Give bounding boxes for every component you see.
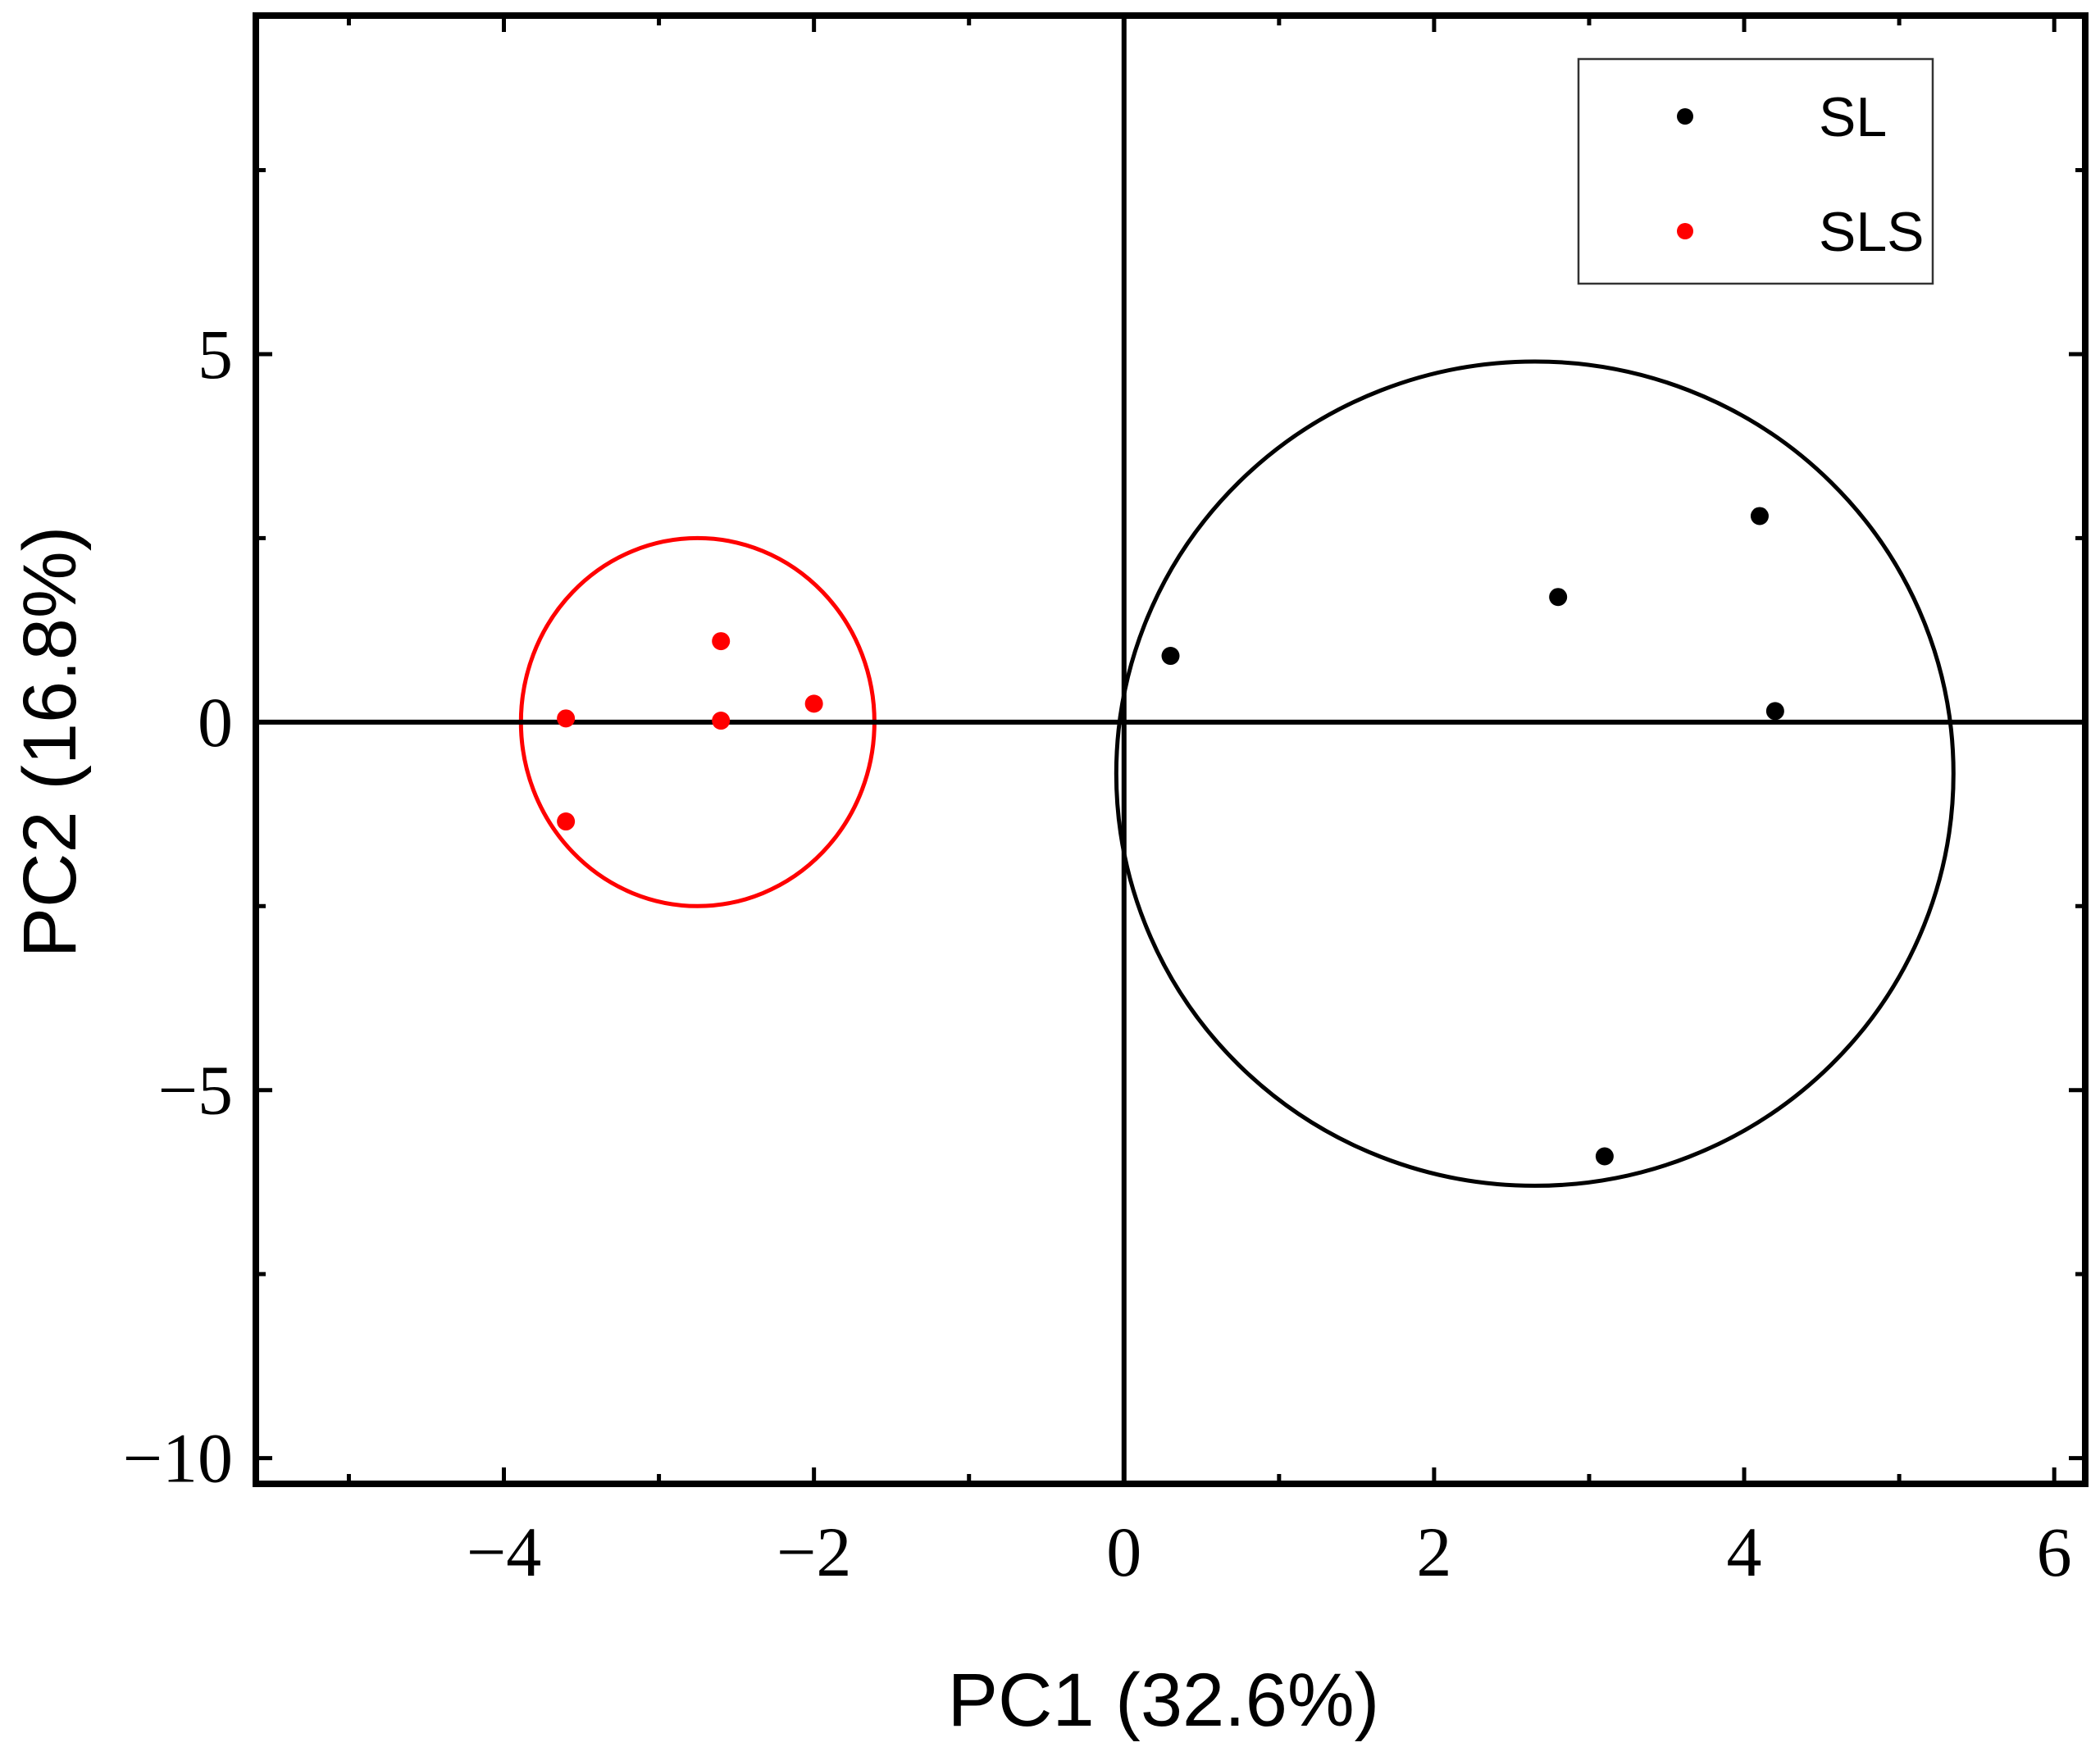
x-tick-label: −4 bbox=[467, 1513, 542, 1591]
y-tick-label: −5 bbox=[157, 1051, 233, 1130]
point-sls-3 bbox=[557, 709, 576, 728]
point-sl-5 bbox=[1595, 1147, 1614, 1166]
legend-marker-sl bbox=[1677, 108, 1693, 125]
point-sls-5 bbox=[557, 812, 576, 831]
y-tick-label: 5 bbox=[198, 315, 233, 394]
confidence-ellipse-sl bbox=[1114, 359, 1956, 1188]
point-sl-4 bbox=[1765, 702, 1784, 721]
x-axis-title: PC1 (32.6%) bbox=[948, 1658, 1380, 1742]
y-axis-title: PC2 (16.8%) bbox=[8, 526, 92, 958]
point-sl-2 bbox=[1549, 588, 1568, 607]
plot-frame bbox=[253, 12, 2089, 1487]
point-sls-1 bbox=[712, 632, 731, 651]
legend-label-sls: SLS bbox=[1819, 201, 1925, 263]
x-tick-label: 4 bbox=[1727, 1513, 1762, 1591]
x-tick-label: 0 bbox=[1106, 1513, 1141, 1591]
legend: SL SLS bbox=[1577, 57, 1934, 285]
y-tick-label: −10 bbox=[122, 1419, 233, 1498]
legend-label-sl: SL bbox=[1819, 86, 1887, 148]
point-sl-3 bbox=[1750, 507, 1769, 525]
y-tick-label: 0 bbox=[198, 683, 233, 762]
points-layer bbox=[557, 507, 1784, 1166]
tick-labels: −4 −2 0 2 4 6 −10 −5 0 5 bbox=[122, 315, 2071, 1591]
point-sls-4 bbox=[712, 712, 731, 730]
point-sls-2 bbox=[804, 694, 823, 713]
x-tick-label: −2 bbox=[777, 1513, 852, 1591]
legend-marker-sls bbox=[1677, 223, 1693, 239]
x-tick-label: 2 bbox=[1416, 1513, 1451, 1591]
point-sl-1 bbox=[1161, 647, 1180, 666]
ellipses-layer bbox=[518, 359, 1956, 1188]
x-tick-label: 6 bbox=[2037, 1513, 2072, 1591]
legend-box bbox=[1577, 57, 1934, 285]
